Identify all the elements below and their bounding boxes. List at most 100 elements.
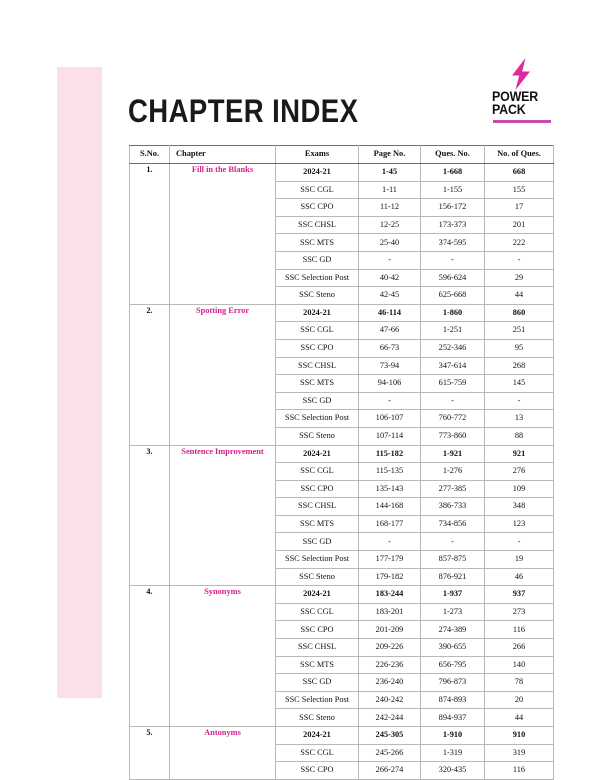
cell-ques-no: 374-595 — [420, 233, 485, 252]
cell-page-no: 73-94 — [358, 356, 421, 376]
cell-no-of-ques: 44 — [484, 286, 554, 305]
cell-exam: SSC Steno — [275, 708, 359, 727]
logo-wordmark: POWER PACK — [492, 89, 549, 116]
cell-no-of-ques: - — [484, 532, 554, 552]
cell-no-of-ques: - — [484, 391, 554, 411]
cell-ques-no: 796-873 — [420, 673, 485, 692]
cell-ques-no: 1-276 — [420, 462, 485, 481]
table-row: 2. Spotting Error 2024-21 46-114 1-860 860 — [129, 303, 554, 446]
cell-page-no: 183-201 — [358, 602, 421, 622]
column-header-exams: Exams — [275, 145, 359, 164]
cell-ques-no: 1-860 — [420, 303, 485, 323]
table-header-row: S.No. Chapter Exams Page No. Ques. No. N… — [129, 145, 554, 164]
table-row: SSC CPO 135-143 277-385 109 — [130, 479, 554, 499]
cell-exam: SSC CPO — [275, 620, 359, 640]
column-header-page-no: Page No. — [358, 145, 421, 164]
table-row: 3. Sentence Improvement 2024-21 115-182 1-92… — [129, 444, 554, 587]
table-row: SSC CGL 1-11 1-155 155 — [130, 180, 554, 200]
cell-page-no: 144-168 — [358, 497, 421, 516]
cell-no-of-ques: 268 — [484, 356, 554, 376]
cell-ques-no: 320-435 — [420, 761, 485, 780]
cell-ques-no: - — [420, 391, 485, 411]
column-header-chapter: Chapter — [169, 145, 276, 164]
cell-exam: SSC MTS — [275, 655, 359, 675]
cell-page-no: 1-45 — [358, 163, 421, 182]
table-row: SSC CPO 201-209 274-389 116 — [130, 620, 554, 640]
table-row: SSC CHSL 73-94 347-614 268 — [130, 356, 554, 376]
cell-no-of-ques: 348 — [484, 497, 554, 516]
cell-no-of-ques: 273 — [484, 602, 554, 622]
cell-chapter-name: Sentence Improvement — [169, 444, 276, 587]
cell-ques-no: 857-875 — [420, 550, 485, 569]
table-row: SSC GD - - - — [130, 532, 554, 552]
cell-page-no: 179-182 — [358, 567, 421, 587]
cell-page-no: 236-240 — [358, 673, 421, 692]
cell-no-of-ques: 266 — [484, 638, 554, 657]
cell-exam: SSC GD — [275, 673, 359, 692]
cell-page-no: 106-107 — [358, 409, 421, 428]
lightning-bolt-icon — [512, 58, 530, 90]
table-row: SSC Selection Post 40-42 596-624 29 — [130, 268, 554, 288]
cell-exam: SSC Steno — [275, 567, 359, 587]
table-row: SSC Steno 179-182 876-921 46 — [130, 567, 554, 587]
cell-chapter-name: Spotting Error — [169, 303, 276, 446]
cell-ques-no: 894-937 — [420, 708, 485, 727]
table-row: SSC Steno 42-45 625-668 44 — [130, 286, 554, 305]
page-title: CHAPTER INDEX — [128, 93, 359, 129]
cell-page-no: 1-11 — [358, 180, 421, 200]
cell-ques-no: 1-910 — [420, 726, 485, 745]
cell-exam: SSC MTS — [275, 514, 359, 534]
cell-ques-no: 1-319 — [420, 743, 485, 763]
cell-no-of-ques: 19 — [484, 550, 554, 569]
cell-ques-no: 347-614 — [420, 356, 485, 376]
cell-exam: SSC CGL — [275, 602, 359, 622]
table-row: SSC Selection Post 177-179 857-875 19 — [130, 550, 554, 569]
cell-serial-number: 4. — [129, 585, 170, 727]
cell-no-of-ques: 88 — [484, 426, 554, 446]
table-row: SSC Selection Post 240-242 874-893 20 — [130, 690, 554, 710]
cell-no-of-ques: 44 — [484, 708, 554, 727]
table-row: SSC CGL 47-66 1-251 251 — [130, 321, 554, 340]
cell-ques-no: 1-921 — [420, 444, 485, 464]
cell-page-no: 209-226 — [358, 638, 421, 657]
logo-underline — [493, 120, 551, 123]
chapter-index-table: S.No. Chapter Exams Page No. Ques. No. N… — [129, 145, 554, 780]
cell-no-of-ques: 860 — [484, 303, 554, 323]
cell-ques-no: 760-772 — [420, 409, 485, 428]
cell-ques-no: 874-893 — [420, 690, 485, 710]
cell-ques-no: 274-389 — [420, 620, 485, 640]
table-row: SSC CHSL 144-168 386-733 348 — [130, 497, 554, 516]
cell-exam: SSC MTS — [275, 374, 359, 393]
cell-no-of-ques: 29 — [484, 268, 554, 288]
cell-no-of-ques: 937 — [484, 585, 554, 604]
logo-word-power: POWER — [492, 89, 539, 104]
cell-exam: SSC Selection Post — [275, 550, 359, 569]
cell-exam: SSC CHSL — [275, 215, 359, 235]
decorative-pink-strip — [57, 67, 102, 698]
cell-ques-no: 773-860 — [420, 426, 485, 446]
table-row: SSC GD - - - — [130, 391, 554, 411]
cell-page-no: 25-40 — [358, 233, 421, 252]
cell-ques-no: 1-155 — [420, 180, 485, 200]
cell-exam: SSC MTS — [275, 233, 359, 252]
cell-no-of-ques: 20 — [484, 690, 554, 710]
cell-page-no: 266-274 — [358, 761, 421, 780]
cell-ques-no: 386-733 — [420, 497, 485, 516]
cell-page-no: 245-305 — [358, 726, 421, 745]
cell-no-of-ques: 319 — [484, 743, 554, 763]
cell-page-no: 226-236 — [358, 655, 421, 675]
cell-no-of-ques: 78 — [484, 673, 554, 692]
table-body: 1. Fill in the Blanks 2024-21 1-45 1-668 668 S… — [129, 163, 554, 780]
cell-chapter-name: Fill in the Blanks — [169, 163, 276, 305]
cell-exam: SSC GD — [275, 250, 359, 270]
cell-exam: 2024-21 — [275, 303, 359, 323]
cell-no-of-ques: 116 — [484, 761, 554, 780]
cell-no-of-ques: 109 — [484, 479, 554, 499]
cell-chapter-name: Synonyms — [169, 585, 276, 727]
cell-page-no: 135-143 — [358, 479, 421, 499]
cell-exam: SSC Steno — [275, 426, 359, 446]
cell-serial-number: 2. — [129, 303, 170, 446]
cell-exam: SSC CGL — [275, 743, 359, 763]
cell-exam: SSC GD — [275, 391, 359, 411]
